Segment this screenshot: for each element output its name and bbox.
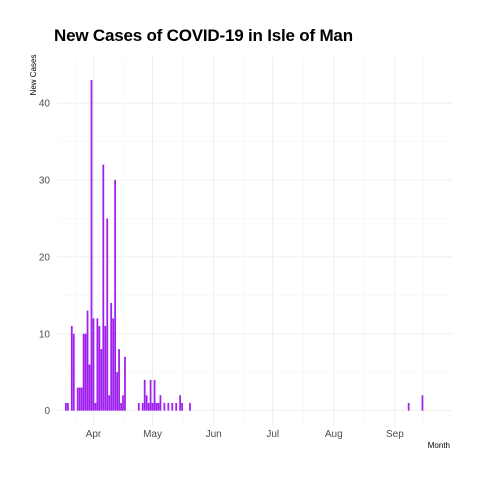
y-tick-label: 0 [44,406,50,417]
x-tick-label: May [143,429,162,440]
bar [179,395,182,411]
bar [124,356,126,411]
bar [118,349,120,411]
bar [70,326,73,411]
bar [110,303,113,411]
bar [143,379,146,411]
y-tick-label: 10 [39,329,51,340]
bar [114,180,117,411]
chart-title: New Cases of COVID-19 in Isle of Man [54,26,353,45]
x-tick-label: Jun [206,429,222,440]
bar [175,402,178,411]
bar [88,364,91,411]
x-tick-label: Sep [386,429,404,440]
x-axis-title: Month [428,441,450,450]
bar [106,218,109,411]
bar [147,402,150,411]
bar [141,402,144,411]
bar [98,326,101,411]
bar [82,333,85,411]
y-tick-label: 20 [39,252,51,263]
bar [155,402,158,411]
bar [112,318,115,411]
x-tick-labels: Apr May Jun Jul Aug Sep [86,429,405,440]
bar [84,333,87,411]
bar [116,372,118,411]
bar [92,318,95,411]
bar [120,402,122,411]
bar [72,333,75,411]
bar [64,402,67,411]
bar [86,310,89,411]
bar [102,164,105,411]
y-tick-label: 30 [39,176,51,187]
bar [76,387,79,411]
y-tick-label: 40 [39,99,51,110]
bar [80,387,83,411]
bar [407,402,410,411]
bar [149,379,152,411]
bar [159,395,162,411]
minor-gridlines [58,57,452,426]
bar [137,402,140,411]
bar [167,402,170,411]
bar [122,395,124,411]
bar [171,402,174,411]
bar [100,349,103,411]
bar [104,326,107,411]
bar [189,402,191,411]
bar [94,402,97,411]
bar [145,395,148,411]
bar [157,402,160,411]
bar [181,402,183,411]
bar [153,379,156,411]
bar [163,402,166,411]
bar [151,402,154,411]
y-axis-title: New Cases [29,55,38,96]
y-tick-labels: 0 10 20 30 40 [39,99,51,418]
x-tick-label: Jul [266,429,279,440]
bar [66,402,69,411]
bar [108,395,111,411]
bar [421,395,424,411]
bar [90,80,93,411]
bar [96,318,99,411]
x-tick-label: Apr [86,429,102,440]
bar [78,387,81,411]
major-gridlines [58,57,452,426]
bars-group [64,80,424,411]
x-tick-label: Aug [325,429,343,440]
